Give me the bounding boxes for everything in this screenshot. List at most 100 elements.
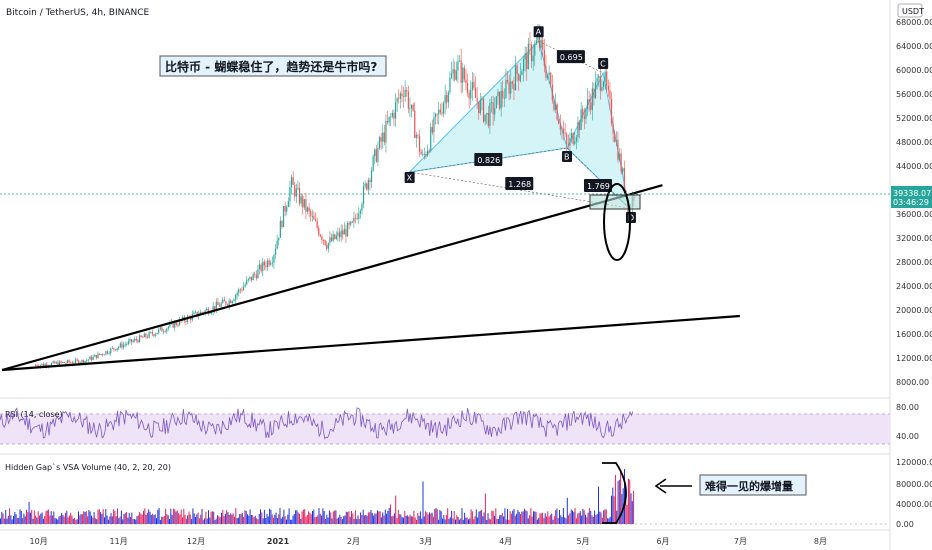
volume-bar (443, 515, 445, 524)
candle-body (399, 93, 401, 99)
volume-bar (569, 513, 571, 524)
volume-bar (468, 519, 469, 524)
volume-bar (93, 512, 95, 524)
volume-bar (369, 512, 371, 524)
candle-body (426, 150, 429, 156)
volume-spike-bracket (602, 462, 627, 524)
candle-body (206, 308, 208, 311)
candle-body (126, 344, 128, 345)
volume-bar (101, 513, 103, 524)
price-tick: 16000.00 (896, 330, 932, 339)
candle-body (564, 133, 566, 135)
volume-bar (201, 508, 203, 524)
volume-bar (611, 495, 612, 524)
candle-body (94, 354, 96, 357)
candle-body (575, 136, 577, 142)
volume-bar (430, 513, 432, 524)
candle-body (346, 222, 349, 237)
candle-body (494, 108, 496, 115)
candle-body (95, 354, 97, 359)
point-x-label: X (407, 174, 413, 183)
volume-bar (239, 513, 241, 524)
candle-body (388, 116, 390, 123)
candle-body (382, 132, 384, 142)
candle-body (311, 215, 313, 217)
candle-body (164, 331, 166, 333)
volume-label: Hidden Gap`s VSA Volume (40, 2, 20, 20) (5, 462, 171, 472)
volume-bar (109, 516, 111, 524)
volume-bar (349, 516, 351, 524)
volume-bar (452, 518, 454, 524)
candle-body (601, 87, 603, 91)
volume-bar (174, 509, 176, 524)
volume-bar (625, 500, 627, 524)
volume-bar (630, 493, 632, 524)
volume-bar (391, 516, 393, 524)
volume-bar (31, 509, 33, 524)
candle-body (52, 361, 54, 364)
volume-bar (217, 515, 219, 524)
volume-bar (256, 518, 258, 524)
candle-body (100, 353, 102, 355)
volume-bar (97, 509, 99, 524)
candle-body (622, 168, 624, 172)
candles (34, 24, 635, 369)
candle-body (102, 353, 104, 355)
currency-badge[interactable]: USDT (897, 3, 924, 18)
point-b-label: B (564, 153, 570, 162)
candle-body (310, 211, 312, 216)
volume-bar (323, 511, 325, 524)
volume-bar (2, 513, 4, 524)
volume-bar (279, 508, 281, 524)
volume-bar (68, 515, 70, 524)
volume-bar (122, 519, 124, 524)
volume-bar (549, 514, 551, 524)
candle-body (250, 276, 253, 281)
volume-bar (338, 517, 339, 524)
volume-bar (336, 518, 338, 524)
price-tick: 64000.00 (896, 42, 932, 51)
volume-bar (451, 510, 453, 524)
volume-bar (3, 518, 5, 524)
candle-body (599, 76, 601, 91)
volume-bar (157, 509, 159, 524)
candle-body (473, 82, 475, 88)
volume-bar (65, 512, 66, 524)
volume-bar (214, 519, 216, 524)
volume-bar (536, 519, 538, 524)
volume-bar (445, 514, 447, 524)
volume-bar (102, 509, 104, 524)
volume-bar (375, 513, 377, 524)
candle-body (282, 206, 285, 228)
volume-bar (570, 509, 572, 524)
volume-bar (10, 515, 12, 524)
candle-body (334, 234, 336, 239)
vol-tick-80k: 80000.00 (896, 480, 932, 489)
volume-bar (52, 515, 53, 524)
volume-bar (187, 515, 189, 524)
candle-body (593, 88, 595, 99)
volume-bar (253, 517, 255, 524)
volume-bar (526, 511, 528, 524)
candle-body (516, 65, 518, 75)
candle-body (124, 344, 126, 346)
point-d-label: D (628, 214, 634, 223)
volume-bar (479, 510, 481, 524)
candle-body (390, 116, 392, 118)
candle-body (167, 326, 169, 329)
candle-body (546, 75, 549, 78)
volume-bar (409, 514, 411, 524)
volume-bar (219, 517, 221, 524)
candle-body (417, 134, 419, 136)
candle-body (444, 94, 446, 104)
volume-bar (578, 512, 580, 524)
volume-bar (118, 518, 120, 524)
volume-bar (137, 515, 139, 524)
candle-body (558, 119, 560, 124)
candle-body (106, 351, 109, 354)
price-badge-value: 39338.07 (893, 189, 931, 198)
volume-bar (613, 496, 615, 524)
price-tick: 56000.00 (896, 90, 932, 99)
candle-body (468, 92, 470, 99)
volume-bar (503, 516, 505, 524)
